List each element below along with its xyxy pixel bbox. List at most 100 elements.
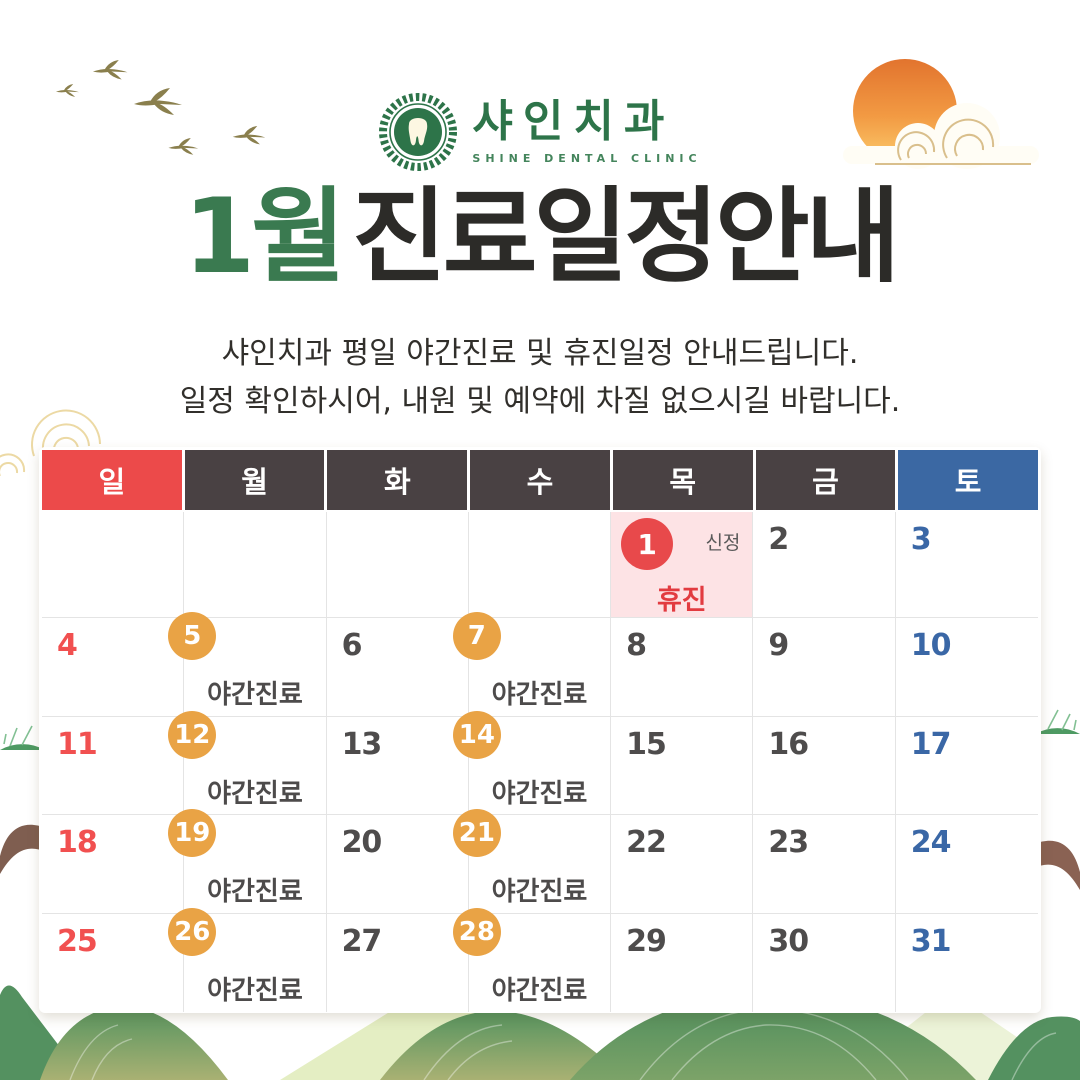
date-number: 22 — [626, 825, 667, 860]
bush-icon — [1035, 709, 1080, 734]
calendar-day-cell: 16 — [753, 716, 896, 815]
clinic-name: 샤인치과 — [472, 95, 675, 147]
date-number: 4 — [57, 628, 78, 663]
night-date-badge: 19 — [168, 809, 217, 857]
calendar-day-cell: 24 — [895, 815, 1038, 914]
subtitle-line-2: 일정 확인하시어, 내원 및 예약에 차질 없으시길 바랍니다. — [179, 384, 901, 419]
weekday-header: 화 — [327, 450, 468, 510]
night-date-badge: 14 — [452, 710, 501, 759]
weekday-header: 목 — [612, 450, 753, 510]
calendar-day-cell: 15 — [611, 716, 754, 815]
calendar-day-cell — [326, 512, 469, 618]
mountains-icon — [0, 985, 1080, 1080]
day-event-label: 야간진료 — [491, 778, 588, 809]
day-event-label: 휴진 — [656, 585, 707, 616]
calendar-day-cell: 18 — [42, 815, 185, 914]
white-cloud-icon — [843, 103, 1039, 169]
calendar-day-cell: 13 — [326, 716, 469, 815]
tooth-icon — [409, 118, 428, 146]
weekday-header: 토 — [898, 450, 1038, 510]
day-event-label: 야간진료 — [491, 877, 588, 907]
calendar-day-cell: 11 — [42, 716, 185, 815]
weekday-header: 수 — [470, 450, 610, 510]
date-number: 10 — [910, 628, 952, 663]
day-event-label: 야간진료 — [491, 680, 588, 710]
date-number: 8 — [626, 628, 647, 663]
day-event-label: 야간진료 — [491, 975, 588, 1006]
calendar-day-cell: 22 — [611, 815, 754, 914]
calendar-day-cell: 7 야간진료 — [452, 612, 612, 717]
holiday-name: 신정 — [705, 532, 741, 554]
calendar-day-cell: 12 야간진료 — [168, 710, 327, 815]
date-number: 24 — [910, 825, 952, 860]
day-event-label: 야간진료 — [207, 877, 303, 907]
day-event-label: 야간진료 — [207, 975, 303, 1006]
calendar-day-cell: 10 — [895, 618, 1038, 717]
calendar-day-cell: 19 야간진료 — [168, 809, 327, 914]
date-number: 17 — [910, 726, 952, 762]
corner-cloud-icon — [979, 2, 1080, 32]
calendar-day-cell — [42, 512, 185, 618]
calendar-day-cell: 25 — [42, 913, 185, 1012]
title-rest: 진료일정안내 — [351, 177, 901, 297]
weekday-header: 일 — [42, 450, 182, 510]
date-number: 6 — [341, 628, 363, 663]
date-number: 13 — [341, 726, 383, 762]
subtitle: 샤인치과 평일 야간진료 및 휴진일정 안내드립니다. 일정 확인하시어, 내원… — [0, 330, 1080, 426]
date-number: 18 — [57, 825, 98, 860]
calendar-day-cell: 9 — [753, 618, 896, 717]
night-date-badge: 28 — [452, 907, 501, 956]
date-number: 16 — [768, 726, 809, 762]
clinic-logo: 샤인치과 SHINE DENTAL CLINIC — [0, 92, 1080, 172]
tree-branch-icon — [1034, 840, 1080, 890]
weekday-header: 금 — [755, 450, 896, 510]
date-number: 30 — [768, 923, 809, 959]
night-date-badge: 5 — [168, 612, 217, 660]
date-number: 15 — [626, 726, 667, 762]
page-title: 1월진료일정안내 — [0, 178, 1080, 296]
calendar-day-cell: 21 야간진료 — [452, 809, 612, 914]
title-month: 1월 — [183, 177, 346, 297]
outline-cloud-icon — [702, 53, 852, 88]
calendar-day-cell: 28 야간진료 — [452, 907, 612, 1012]
date-number: 23 — [768, 825, 809, 860]
laurel-wreath-tooth-emblem-icon — [379, 93, 458, 171]
date-number: 3 — [910, 522, 932, 557]
calendar-body: 1 신정 휴진 2 3 4 5 야간진료 6 7 야간진료 8 9 10 11 12 야간진료 13 14 야간진료 1… — [42, 512, 1038, 1012]
night-date-badge: 26 — [168, 907, 217, 956]
calendar-day-cell: 23 — [753, 815, 896, 914]
calendar-day-cell: 20 — [326, 815, 469, 914]
holiday-date-badge: 1 — [621, 518, 674, 570]
weekday-header: 월 — [184, 450, 325, 510]
subtitle-line-1: 샤인치과 평일 야간진료 및 휴진일정 안내드립니다. — [221, 336, 859, 371]
day-event-label: 야간진료 — [207, 778, 303, 809]
date-number: 25 — [57, 923, 98, 959]
calendar-day-cell: 4 — [42, 618, 185, 717]
bush-icon — [0, 725, 45, 750]
night-date-badge: 7 — [452, 612, 501, 660]
calendar-day-cell: 14 야간진료 — [452, 710, 612, 815]
date-number: 27 — [341, 923, 383, 959]
date-number: 29 — [626, 923, 667, 959]
calendar-day-cell: 8 — [611, 618, 754, 717]
calendar-day-cell: 29 — [611, 913, 754, 1012]
calendar-day-cell — [184, 512, 327, 618]
date-number: 11 — [57, 726, 98, 762]
calendar-day-cell: 31 — [896, 914, 1038, 1013]
night-date-badge: 21 — [452, 809, 501, 857]
calendar-day-cell: 27 — [327, 913, 469, 1012]
clinic-name-en: SHINE DENTAL CLINIC — [472, 151, 702, 165]
night-date-badge: 12 — [168, 710, 217, 759]
calendar-day-cell: 3 — [895, 512, 1038, 618]
calendar-day-cell — [468, 512, 612, 618]
date-number: 9 — [768, 628, 789, 663]
date-number: 2 — [768, 522, 789, 557]
calendar-day-cell: 26 야간진료 — [168, 907, 327, 1012]
calendar-day-cell: 6 — [326, 618, 469, 717]
tree-branch-icon — [0, 824, 46, 874]
calendar-day-cell: 2 — [753, 512, 896, 618]
